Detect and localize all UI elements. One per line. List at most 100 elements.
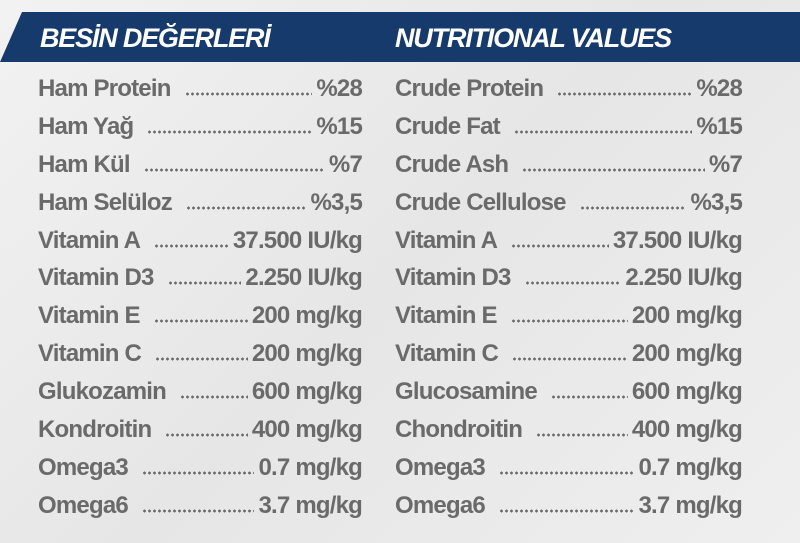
nutrient-row: Glucosamine 600 mg/kg: [395, 373, 743, 411]
nutrient-label: Vitamin D3: [38, 264, 154, 292]
nutrient-label: Vitamin C: [395, 340, 499, 368]
nutrient-row: Crude Fat %15: [395, 108, 743, 146]
leader-dots: [155, 357, 248, 362]
right-column: Crude Protein %28 Crude Fat %15 Crude Ash %7 C…: [395, 70, 743, 525]
leader-dots: [513, 129, 693, 134]
nutrient-label: Omega6: [395, 491, 486, 519]
left-title: BESİN DEĞERLERİ: [40, 23, 271, 53]
nutrient-row: Vitamin C 200 mg/kg: [395, 335, 743, 373]
nutrient-label: Glucosamine: [395, 378, 538, 406]
nutrient-value: 2.250 IU/kg: [245, 264, 362, 292]
leader-dots: [165, 432, 248, 437]
nutrient-value: %3,5: [310, 188, 362, 216]
nutrient-value: 0.7 mg/kg: [638, 453, 742, 481]
nutrient-value: %7: [328, 150, 363, 178]
nutrient-row: Vitamin E 200 mg/kg: [38, 297, 363, 335]
left-column: Ham Protein %28 Ham Yağ %15 Ham Kül %7 Ham Sel…: [38, 70, 363, 525]
leader-dots: [536, 432, 628, 437]
nutrient-label: Glukozamin: [38, 378, 167, 406]
nutrient-row: Vitamin A 37.500 IU/kg: [38, 222, 363, 260]
nutrient-value: 37.500 IU/kg: [612, 226, 743, 254]
leader-dots: [511, 243, 609, 248]
nutrient-value: 2.250 IU/kg: [625, 264, 742, 292]
nutrient-value: 200 mg/kg: [631, 340, 743, 368]
nutrient-label: Crude Fat: [395, 112, 501, 140]
nutrient-row: Omega3 0.7 mg/kg: [395, 449, 743, 487]
leader-dots: [147, 129, 313, 134]
nutrient-value: %7: [708, 150, 743, 178]
nutrient-row: Ham Yağ %15: [38, 108, 363, 146]
leader-dots: [185, 205, 307, 210]
leader-dots: [550, 395, 628, 400]
leader-dots: [180, 395, 248, 400]
nutrient-label: Ham Selüloz: [38, 188, 173, 216]
nutrient-label: Vitamin E: [395, 302, 498, 330]
nutrient-value: 200 mg/kg: [251, 302, 363, 330]
right-title: NUTRITIONAL VALUES: [395, 23, 672, 53]
nutrient-label: Kondroitin: [38, 415, 152, 443]
leader-dots: [512, 357, 628, 362]
nutrient-row: Ham Kül %7: [38, 146, 363, 184]
header-band: [0, 12, 800, 62]
nutrient-row: Vitamin D3 2.250 IU/kg: [395, 259, 743, 297]
leader-dots: [498, 508, 635, 513]
nutrient-label: Chondroitin: [395, 415, 523, 443]
nutrient-row: Vitamin D3 2.250 IU/kg: [38, 259, 363, 297]
nutrient-row: Omega3 0.7 mg/kg: [38, 449, 363, 487]
leader-dots: [141, 508, 255, 513]
nutrient-value: 200 mg/kg: [631, 302, 743, 330]
nutrient-row: Glukozamin 600 mg/kg: [38, 373, 363, 411]
nutrient-value: %15: [316, 112, 362, 140]
leader-dots: [510, 319, 628, 324]
nutrient-value: %15: [696, 112, 742, 140]
nutrient-row: Vitamin A 37.500 IU/kg: [395, 222, 743, 260]
nutrient-value: %3,5: [690, 188, 742, 216]
nutrient-row: Kondroitin 400 mg/kg: [38, 411, 363, 449]
nutrient-row: Vitamin C 200 mg/kg: [38, 335, 363, 373]
nutrient-value: 400 mg/kg: [251, 415, 363, 443]
leader-dots: [498, 470, 635, 475]
leader-dots: [579, 205, 687, 210]
nutrient-value: %28: [316, 74, 362, 102]
nutrient-label: Vitamin A: [395, 226, 498, 254]
nutrient-label: Vitamin E: [38, 302, 141, 330]
nutrient-label: Vitamin C: [38, 340, 142, 368]
nutrient-label: Omega3: [38, 453, 129, 481]
leader-dots: [141, 470, 255, 475]
nutrient-value: 37.500 IU/kg: [232, 226, 363, 254]
nutrient-row: Ham Selüloz %3,5: [38, 184, 363, 222]
nutrient-label: Ham Protein: [38, 74, 171, 102]
nutrient-value: 0.7 mg/kg: [258, 453, 362, 481]
nutrient-value: %28: [696, 74, 742, 102]
nutrient-label: Crude Protein: [395, 74, 544, 102]
nutrient-row: Crude Cellulose %3,5: [395, 184, 743, 222]
nutrient-label: Ham Kül: [38, 150, 131, 178]
leader-dots: [167, 281, 242, 286]
leader-dots: [524, 281, 622, 286]
nutrient-value: 400 mg/kg: [631, 415, 743, 443]
nutrient-label: Vitamin A: [38, 226, 141, 254]
nutrient-value: 3.7 mg/kg: [638, 491, 742, 519]
leader-dots: [522, 167, 705, 172]
nutrient-label: Omega3: [395, 453, 486, 481]
nutrient-row: Crude Protein %28: [395, 70, 743, 108]
leader-dots: [153, 319, 248, 324]
leader-dots: [143, 167, 325, 172]
nutrient-value: 600 mg/kg: [631, 378, 743, 406]
leader-dots: [154, 243, 229, 248]
nutrient-row: Crude Ash %7: [395, 146, 743, 184]
nutrient-row: Vitamin E 200 mg/kg: [395, 297, 743, 335]
nutrient-row: Chondroitin 400 mg/kg: [395, 411, 743, 449]
nutrient-row: Ham Protein %28: [38, 70, 363, 108]
nutrient-label: Vitamin D3: [395, 264, 511, 292]
nutrient-label: Ham Yağ: [38, 112, 134, 140]
leader-dots: [184, 91, 313, 96]
nutrient-row: Omega6 3.7 mg/kg: [395, 487, 743, 525]
leader-dots: [557, 91, 693, 96]
nutrient-label: Omega6: [38, 491, 129, 519]
nutrient-label: Crude Ash: [395, 150, 509, 178]
nutrient-row: Omega6 3.7 mg/kg: [38, 487, 363, 525]
nutrient-value: 200 mg/kg: [251, 340, 363, 368]
nutrient-label: Crude Cellulose: [395, 188, 567, 216]
